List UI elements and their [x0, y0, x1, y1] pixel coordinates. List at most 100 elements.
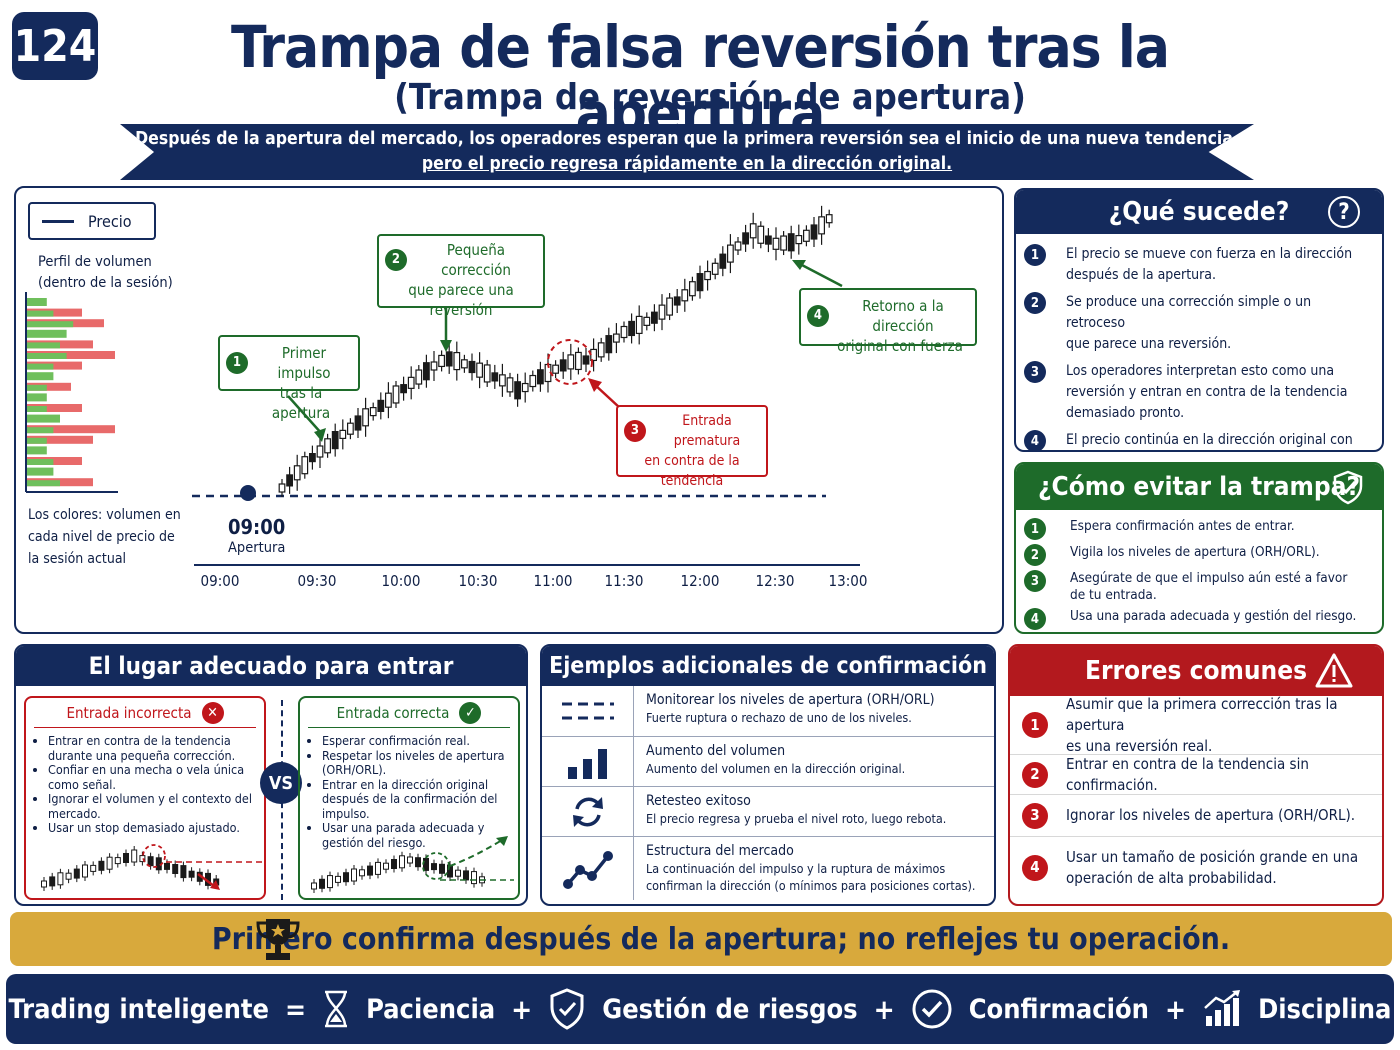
- x-tick-label: 12:00: [680, 572, 720, 590]
- candle-bullish: [385, 392, 392, 408]
- candle-bearish: [673, 296, 681, 306]
- footer-confirmation: Confirmación: [968, 993, 1149, 1025]
- avoid-item: 4 Usa una parada adecuada y gestión del …: [1024, 608, 1374, 630]
- mini-candle: [399, 855, 405, 869]
- mini-candle: [106, 856, 113, 870]
- candle-bearish: [423, 362, 430, 381]
- mini-candle: [319, 878, 325, 889]
- mini-candle: [343, 872, 349, 883]
- candle-bullish: [324, 438, 331, 454]
- right-entry-bullet: Respetar los niveles de apertura (ORH/OR…: [322, 748, 512, 778]
- candle-bullish: [711, 262, 719, 275]
- mini-candle: [188, 870, 195, 878]
- x-tick-label: 10:00: [381, 572, 421, 590]
- volume-bar-buy: [27, 353, 67, 359]
- what-item-line: después de la apertura.: [1066, 267, 1217, 283]
- volume-bar-buy: [27, 298, 47, 306]
- what-item-line: El precio continúa en la dirección origi…: [1066, 432, 1353, 448]
- errors-panel: Errores comunes 1 Asumir que la primera …: [1008, 644, 1384, 906]
- candle-bullish: [704, 270, 711, 281]
- page-title: Trampa de falsa reversión tras la apertu…: [231, 13, 1170, 147]
- avoid-item: 1 Espera confirmación antes de entrar.: [1024, 518, 1374, 540]
- what-item-number: 3: [1024, 361, 1046, 383]
- confirm-rows: Monitorear los niveles de apertura (ORH/…: [542, 686, 994, 900]
- error-item-line: Ignorar los niveles de apertura (ORH/ORL…: [1066, 806, 1356, 824]
- entry-header: El lugar adecuado para entrar: [16, 646, 526, 686]
- vs-badge: VS: [260, 762, 302, 804]
- candle-bearish: [559, 359, 567, 372]
- price-chart: [25, 205, 860, 566]
- x-tick-label: 11:30: [604, 572, 644, 590]
- refresh-icon: [542, 787, 634, 836]
- volume-bar-buy: [27, 393, 47, 402]
- right-entry-box: Entrada correcta ✓ Esperar confirmación …: [298, 696, 520, 900]
- candle-bullish: [635, 315, 643, 335]
- mini-candle: [82, 864, 88, 878]
- candle-bullish: [521, 382, 529, 393]
- footer-formula: Trading inteligente = Paciencia + Gestió…: [6, 974, 1394, 1044]
- mini-candle: [415, 857, 421, 868]
- mini-candle: [327, 875, 333, 889]
- callout2-line1: Pequeña corrección: [441, 241, 511, 279]
- error-item-line: Usar un tamaño de posición grande en una: [1066, 847, 1359, 866]
- volume-note-2: cada nivel de precio de: [28, 529, 175, 545]
- trend-icon: [542, 837, 634, 900]
- avoid-item-number: 3: [1024, 570, 1046, 592]
- avoid-header: ¿Cómo evitar la trampa?: [1016, 464, 1382, 510]
- volume-bar-buy: [27, 384, 47, 391]
- what-item-line: Se produce una corrección simple o un re…: [1066, 294, 1312, 331]
- wrong-entry-bullet: Ignorar el volumen y el contexto del mer…: [48, 791, 258, 821]
- arrow-3: [593, 383, 621, 409]
- mini-candle: [98, 860, 105, 871]
- volume-bar-sell: [27, 382, 71, 391]
- right-entry-title: Entrada correcta: [336, 703, 450, 722]
- mini-candle: [73, 868, 80, 879]
- right-entry-bullet: Esperar confirmación real.: [322, 733, 512, 749]
- callout1-line1: Primer impulso: [277, 344, 331, 382]
- volume-bar-buy: [27, 467, 54, 476]
- error-item-number: 2: [1022, 761, 1048, 788]
- footer-patience: Paciencia: [366, 993, 496, 1025]
- volume-bar-buy: [27, 363, 54, 370]
- candle-bullish: [461, 359, 468, 369]
- volume-bar-sell: [27, 425, 115, 434]
- volume-bar-buy: [27, 459, 54, 465]
- what-item-number: 4: [1024, 430, 1046, 450]
- candle-bullish: [681, 289, 689, 302]
- callout-first-impulse: 1 Primer impulso tras la apertura: [218, 335, 360, 422]
- candle-bullish: [301, 456, 309, 475]
- confirm-panel: Ejemplos adicionales de confirmación Mon…: [540, 644, 996, 906]
- mini-candle: [65, 872, 72, 880]
- volume-bar-sell: [27, 404, 82, 412]
- candle-bullish: [552, 364, 559, 374]
- volume-bar-buy: [27, 427, 54, 434]
- x-tick-label: 10:30: [458, 572, 498, 590]
- confirm-row-desc: confirman la dirección (o mínimos para p…: [646, 878, 976, 893]
- candle-bullish: [407, 376, 415, 389]
- volume-bar-buy: [27, 414, 60, 423]
- candle-bearish: [742, 232, 749, 245]
- x-tick-label: 11:00: [533, 572, 573, 590]
- volume-title-sub: (dentro de la sesión): [38, 275, 173, 291]
- candle-bullish: [529, 374, 537, 388]
- errors-list: 1 Asumir que la primera corrección tras …: [1010, 695, 1382, 898]
- candle-bullish: [506, 377, 514, 393]
- mini-candle: [431, 863, 437, 871]
- confirm-row: Aumento del volumen Aumento del volumen …: [542, 736, 994, 786]
- x-circle-icon: ✕: [201, 701, 224, 724]
- footer-risk: Gestión de riesgos: [602, 993, 858, 1025]
- confirm-row-title: Estructura del mercado: [646, 843, 794, 859]
- volume-bar-buy: [27, 437, 47, 444]
- right-entry-list: Esperar confirmación real.Respetar los n…: [300, 728, 518, 850]
- candle-bearish: [491, 372, 499, 382]
- error-item-line: Entrar en contra de la tendencia sin con…: [1066, 754, 1309, 794]
- error-item-number: 4: [1022, 854, 1048, 881]
- callout2-line3: reversión: [429, 301, 493, 319]
- volume-bar-sell: [27, 308, 82, 317]
- callout3-line3: tendencia: [660, 473, 724, 489]
- candle-bullish: [612, 333, 620, 343]
- avoid-item-number: 4: [1024, 608, 1046, 630]
- candle-bullish: [369, 407, 377, 417]
- wrong-entry-bullet: Usar un stop demasiado ajustado.: [48, 820, 258, 836]
- infographic-number: 124: [12, 12, 98, 80]
